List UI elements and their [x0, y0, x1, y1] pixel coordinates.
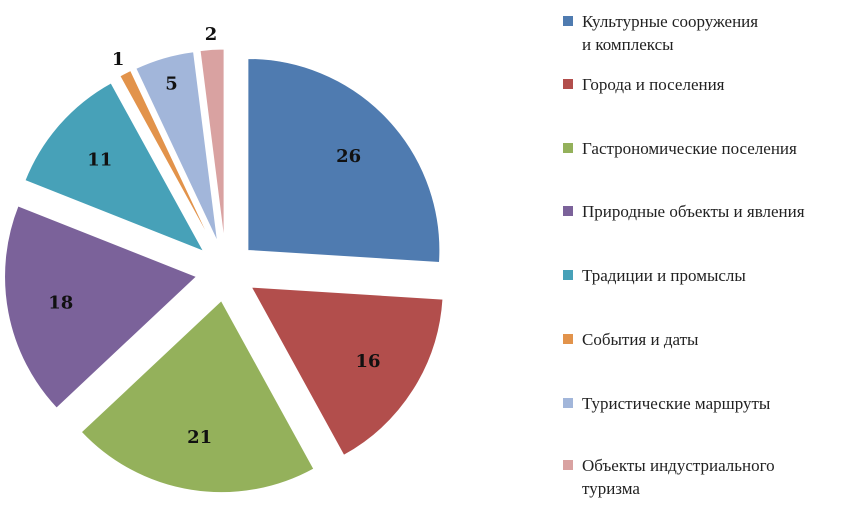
pie-slice-3 — [80, 299, 315, 494]
legend-item-2: Города и поселения — [563, 75, 725, 94]
pie-slice-8 — [199, 48, 225, 242]
legend-label-3-line-1: Гастрономические поселения — [582, 139, 797, 158]
legend-item-4: Природные объекты и явления — [563, 202, 805, 221]
data-label-6: 1 — [112, 49, 125, 70]
pie-slices — [4, 48, 444, 494]
data-label-8: 2 — [205, 24, 218, 45]
legend-item-7: Туристические маршруты — [563, 394, 771, 413]
legend-item-3: Гастрономические поселения — [563, 139, 797, 158]
legend-swatch-3 — [563, 143, 573, 153]
data-label-2: 16 — [356, 351, 381, 372]
legend-label-8-line-1: Объекты индустриального — [582, 456, 775, 475]
legend-label-7-line-1: Туристические маршруты — [582, 394, 771, 413]
legend-label-1-line-1: Культурные сооружения — [582, 12, 758, 31]
pie-slice-7 — [135, 51, 219, 243]
legend-swatch-2 — [563, 79, 573, 89]
legend-label-5-line-1: Традиции и промыслы — [582, 266, 746, 285]
legend: Культурные сооружения и комплексы Города и… — [563, 12, 805, 498]
pie-slice-5 — [24, 82, 205, 253]
pie-slice-6 — [119, 69, 213, 245]
legend-swatch-5 — [563, 270, 573, 280]
legend-item-6: События и даты — [563, 330, 699, 349]
legend-label-4-line-1: Природные объекты и явления — [582, 202, 805, 221]
legend-item-5: Традиции и промыслы — [563, 266, 746, 285]
data-label-5: 11 — [87, 150, 112, 171]
legend-swatch-8 — [563, 460, 573, 470]
data-label-3: 21 — [187, 427, 212, 448]
legend-item-8: Объекты индустриального туризма — [563, 456, 775, 498]
legend-swatch-1 — [563, 16, 573, 26]
pie-slice-4 — [4, 205, 198, 409]
legend-label-6-line-1: События и даты — [582, 330, 699, 349]
legend-label-1-line-2: и комплексы — [582, 35, 674, 54]
legend-swatch-7 — [563, 398, 573, 408]
legend-swatch-6 — [563, 334, 573, 344]
data-label-7: 5 — [165, 74, 178, 95]
legend-label-2-line-1: Города и поселения — [582, 75, 725, 94]
data-label-1: 26 — [336, 146, 361, 167]
legend-label-8-line-2: туризма — [582, 479, 640, 498]
data-label-4: 18 — [48, 293, 73, 314]
pie-slice-1 — [247, 57, 441, 264]
legend-item-1: Культурные сооружения и комплексы — [563, 12, 758, 54]
pie-slice-2 — [250, 286, 444, 457]
legend-swatch-4 — [563, 206, 573, 216]
